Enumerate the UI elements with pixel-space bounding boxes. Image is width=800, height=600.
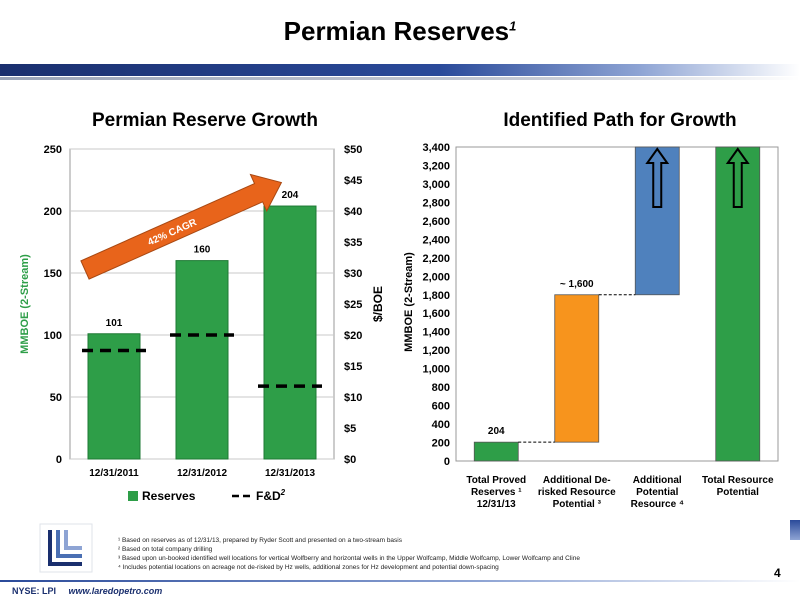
y2-tick-label: $20 (344, 330, 362, 342)
right-ylabel: MMBOE (2-Stream) (403, 252, 415, 352)
bar-data-label: 160 (194, 245, 211, 256)
left-y2label: $/BOE (371, 286, 385, 322)
reserves-bar (87, 333, 141, 460)
y-tick-label: 0 (444, 456, 450, 468)
header-band (0, 64, 800, 76)
y-tick-label: 3,000 (422, 179, 450, 191)
footnote-4: ⁴ Includes potential locations on acreag… (118, 564, 499, 571)
y-tick-label: 200 (44, 206, 62, 218)
y2-tick-label: $15 (344, 361, 362, 373)
legend-reserves-swatch (128, 491, 138, 501)
y-tick-label: 1,600 (422, 308, 450, 320)
right-chart-title: Identified Path for Growth (503, 110, 737, 131)
bar-data-label: ~ 1,600 (560, 279, 594, 290)
reserve-growth-chart: 0 50 100 150 200 250 $0 $5 $10 $15 $20 $25 $30 $35 $4… (19, 144, 385, 503)
footer-url[interactable]: www.laredopetro.com (68, 586, 163, 596)
y-tick-label: 3,200 (422, 160, 450, 172)
bar-data-label: 101 (106, 318, 123, 329)
x-tick-label: Potential ³ (553, 499, 602, 510)
cagr-arrow-shape (80, 173, 283, 280)
y2-tick-label: $40 (344, 206, 362, 218)
y-tick-label: 2,600 (422, 216, 450, 228)
y-tick-label: 2,000 (422, 271, 450, 283)
y-tick-label: 1,000 (422, 364, 450, 376)
right-edge-decoration (790, 520, 800, 540)
waterfall-bar (554, 294, 600, 443)
left-chart-title: Permian Reserve Growth (92, 110, 318, 131)
x-tick-label: 12/31/13 (477, 499, 516, 510)
footer: NYSE: LPI www.laredopetro.com (12, 586, 162, 596)
footer-rule (0, 580, 800, 582)
y-tick-label: 400 (432, 419, 450, 431)
x-tick-label: risked Resource (538, 487, 616, 498)
y-tick-label: 2,400 (422, 234, 450, 246)
y-tick-label: 1,400 (422, 327, 450, 339)
y-tick-label: 1,200 (422, 345, 450, 357)
x-tick-label: Potential (717, 487, 759, 498)
x-tick-label: Reserves ¹ (471, 487, 522, 498)
reserves-bar (175, 260, 229, 460)
x-tick-label: Total Resource (702, 475, 774, 486)
up-arrow-icon (645, 147, 670, 208)
y2-tick-label: $5 (344, 423, 356, 435)
waterfall-bar (715, 146, 761, 462)
x-tick-label: Additional (633, 475, 682, 486)
y2-tick-label: $50 (344, 144, 362, 156)
y-tick-label: 600 (432, 401, 450, 413)
legend-reserves-label: Reserves (142, 489, 196, 503)
x-tick-label: 12/31/2013 (265, 468, 315, 479)
x-tick-label: 12/31/2012 (177, 468, 227, 479)
left-legend: Reserves F&D2 (128, 488, 286, 503)
company-logo (39, 523, 93, 573)
y-tick-label: 2,200 (422, 253, 450, 265)
y-tick-label: 3,400 (422, 142, 450, 154)
y-tick-label: 150 (44, 268, 62, 280)
y-tick-label: 100 (44, 330, 62, 342)
left-ylabel: MMBOE (2-Stream) (19, 254, 31, 354)
footnote-2: ² Based on total company drilling (118, 546, 213, 553)
y-tick-label: 0 (56, 454, 62, 466)
up-arrow-icon (725, 147, 750, 208)
footer-ticker: NYSE: LPI (12, 586, 57, 596)
growth-path-chart: 0 200 400 600 800 1,000 1,200 1,400 1,600 1,800 2,… (403, 142, 779, 510)
y-tick-label: 250 (44, 144, 62, 156)
x-tick-label: Resource ⁴ (631, 499, 684, 510)
y2-tick-label: $45 (344, 175, 362, 187)
footnote-3: ³ Based upon un-booked identified well l… (118, 555, 580, 562)
waterfall-bar (634, 146, 680, 296)
bar-data-label: 204 (488, 426, 505, 437)
y2-tick-label: $30 (344, 268, 362, 280)
waterfall-bar (473, 441, 519, 462)
legend-fd-label: F&D2 (256, 488, 286, 503)
bar-data-label: 204 (282, 190, 299, 201)
reserves-bar (263, 205, 317, 460)
header-underline (0, 77, 800, 80)
y2-tick-label: $25 (344, 299, 362, 311)
slide-title: Permian Reserves1 (283, 16, 517, 46)
y2-tick-label: $10 (344, 392, 362, 404)
y-tick-label: 50 (50, 392, 62, 404)
x-tick-label: Total Proved (466, 475, 526, 486)
footnotes: ¹ Based on reserves as of 12/31/13, prep… (118, 536, 678, 572)
x-tick-label: 12/31/2011 (89, 468, 139, 479)
page-number: 4 (774, 566, 781, 580)
y-tick-label: 2,800 (422, 197, 450, 209)
footnote-1: ¹ Based on reserves as of 12/31/13, prep… (118, 537, 402, 544)
y-tick-label: 1,800 (422, 290, 450, 302)
y-tick-label: 800 (432, 382, 450, 394)
y-tick-label: 200 (432, 438, 450, 450)
x-tick-label: Additional De- (543, 475, 611, 486)
x-tick-label: Potential (636, 487, 678, 498)
y2-tick-label: $35 (344, 237, 362, 249)
y2-tick-label: $0 (344, 454, 356, 466)
